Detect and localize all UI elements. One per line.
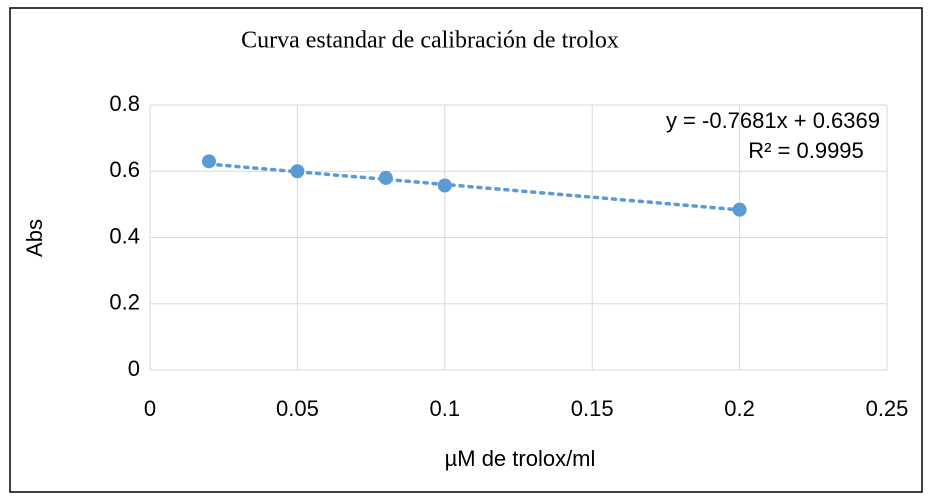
- x-tick-label: 0.2: [724, 396, 755, 421]
- x-tick-label: 0: [144, 396, 156, 421]
- chart-title: Curva estandar de calibración de trolox: [241, 28, 619, 54]
- data-point: [437, 178, 452, 193]
- data-point: [378, 170, 393, 185]
- data-point: [201, 154, 216, 169]
- x-tick-label: 0.1: [430, 396, 461, 421]
- trendline-equation: y = -0.7681x + 0.6369: [666, 108, 880, 133]
- y-axis-label: Abs: [22, 219, 47, 257]
- y-tick-label: 0.6: [109, 157, 140, 182]
- data-point: [290, 164, 305, 179]
- x-axis-label: µM de trolox/ml: [445, 446, 596, 471]
- y-tick-label: 0: [128, 356, 140, 381]
- chart-border: [9, 7, 923, 493]
- y-tick-label: 0.4: [109, 223, 140, 248]
- y-tick-label: 0.8: [109, 91, 140, 116]
- y-tick-label: 0.2: [109, 290, 140, 315]
- x-tick-label: 0.15: [571, 396, 614, 421]
- data-point: [732, 202, 747, 217]
- trendline-r2: R² = 0.9995: [748, 138, 864, 163]
- x-tick-label: 0.25: [866, 396, 909, 421]
- x-tick-label: 0.05: [276, 396, 319, 421]
